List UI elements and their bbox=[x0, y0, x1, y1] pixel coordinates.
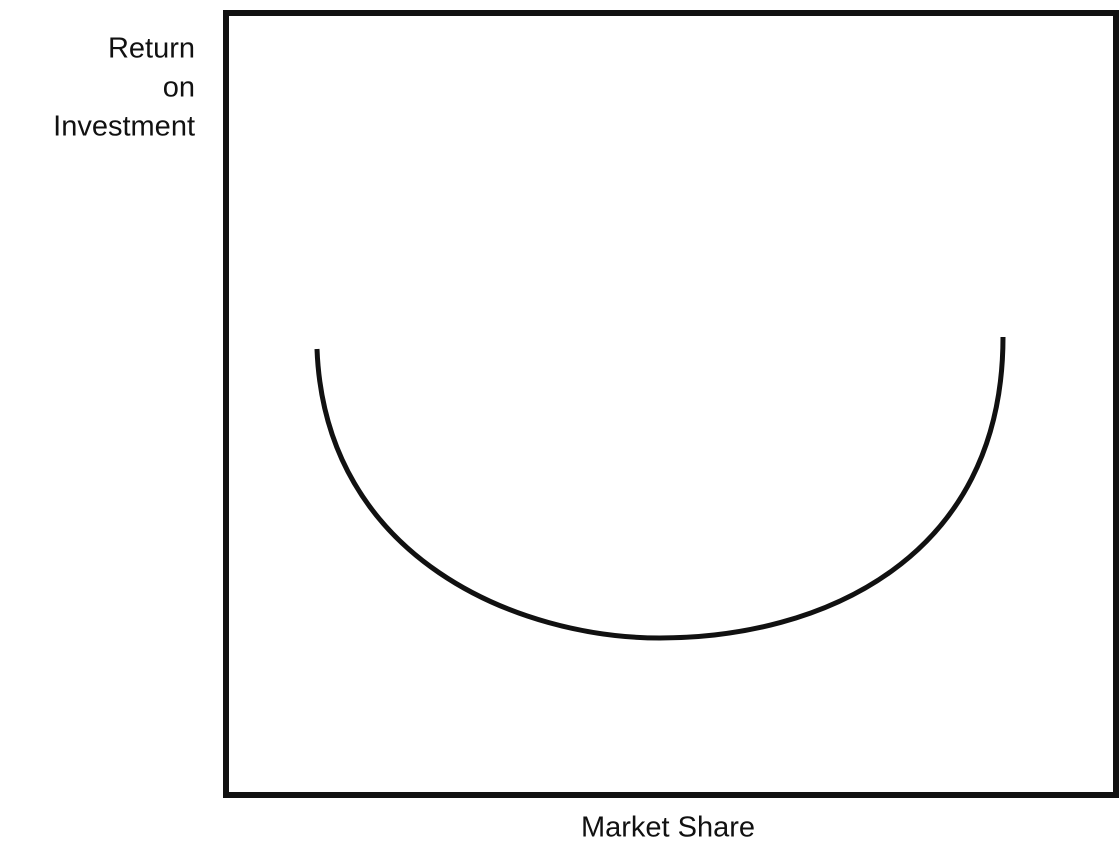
y-axis-label-line: Investment bbox=[53, 111, 195, 143]
u-curve bbox=[314, 336, 1006, 641]
y-axis-label-line: Return bbox=[108, 33, 195, 65]
y-axis-label: Return on Investment bbox=[53, 33, 195, 143]
x-axis-label: Market Share bbox=[581, 812, 755, 844]
y-axis-label-line: on bbox=[163, 72, 195, 104]
plot-frame bbox=[223, 10, 1119, 798]
